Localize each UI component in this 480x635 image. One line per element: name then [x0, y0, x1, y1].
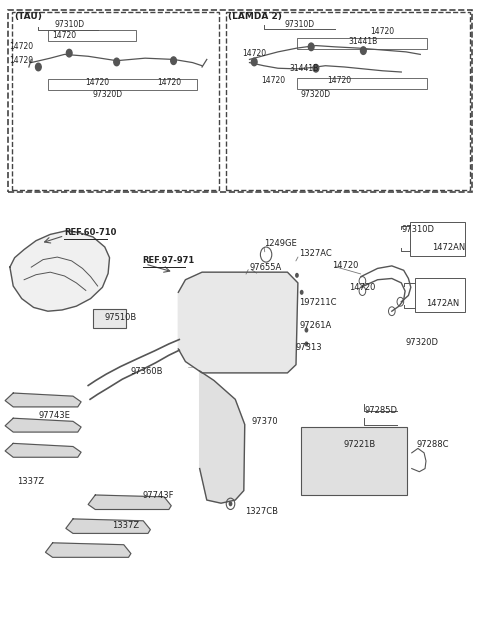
Text: 97310D: 97310D	[401, 225, 434, 234]
Circle shape	[304, 342, 308, 347]
Bar	[48, 30, 136, 41]
Text: 1327AC: 1327AC	[300, 249, 332, 258]
Text: 31441B: 31441B	[289, 64, 319, 73]
Circle shape	[295, 273, 299, 278]
Text: (TAU): (TAU)	[14, 11, 43, 20]
Text: 1249GE: 1249GE	[264, 239, 297, 248]
Text: 97743F: 97743F	[143, 490, 174, 500]
Text: (LAMDA 2): (LAMDA 2)	[228, 11, 282, 20]
Circle shape	[304, 328, 308, 333]
Polygon shape	[179, 272, 298, 373]
Polygon shape	[88, 495, 171, 509]
Text: 97655A: 97655A	[250, 263, 282, 272]
Polygon shape	[5, 393, 81, 407]
Text: 97288C: 97288C	[417, 440, 449, 449]
Polygon shape	[66, 519, 150, 533]
Text: 97261A: 97261A	[300, 321, 332, 330]
Text: 14720: 14720	[370, 27, 395, 36]
Text: 197211C: 197211C	[300, 298, 337, 307]
Text: 1472AN: 1472AN	[432, 243, 466, 251]
Text: 14720: 14720	[10, 56, 34, 65]
Text: 97320D: 97320D	[92, 90, 122, 98]
Text: 14720: 14720	[261, 76, 285, 85]
Bar	[48, 79, 197, 90]
Text: 14720: 14720	[327, 76, 352, 85]
Circle shape	[114, 58, 120, 65]
Polygon shape	[200, 371, 245, 503]
Circle shape	[252, 58, 257, 65]
Bar	[410, 222, 466, 256]
Bar	[301, 427, 408, 495]
Circle shape	[66, 50, 72, 57]
Text: 14720: 14720	[333, 262, 359, 271]
Circle shape	[360, 47, 366, 55]
Text: 31441B: 31441B	[349, 37, 378, 46]
Text: REF.97-971: REF.97-971	[143, 257, 195, 265]
Text: 14720: 14720	[157, 77, 181, 86]
Bar	[12, 12, 219, 190]
Text: 1327CB: 1327CB	[245, 507, 278, 516]
Circle shape	[300, 290, 303, 295]
Text: 97320D: 97320D	[301, 90, 331, 99]
Bar	[226, 12, 470, 190]
Polygon shape	[10, 231, 109, 311]
Text: 97310D: 97310D	[54, 20, 84, 29]
Circle shape	[171, 57, 177, 65]
Circle shape	[313, 65, 319, 72]
Polygon shape	[46, 543, 131, 558]
Text: 14720: 14720	[85, 77, 110, 86]
Bar	[8, 10, 472, 192]
Text: 97313: 97313	[296, 343, 323, 352]
Text: 97743E: 97743E	[38, 411, 70, 420]
Text: REF.60-710: REF.60-710	[64, 228, 117, 237]
Text: 14720: 14720	[242, 49, 266, 58]
Bar	[297, 78, 427, 89]
Bar	[297, 38, 427, 49]
Text: 1337Z: 1337Z	[17, 477, 44, 486]
Polygon shape	[5, 443, 81, 457]
Circle shape	[36, 64, 41, 70]
Polygon shape	[5, 418, 81, 432]
Text: 14720: 14720	[52, 31, 76, 40]
Text: 97285D: 97285D	[364, 406, 397, 415]
Bar	[93, 309, 126, 328]
Text: 97221B: 97221B	[343, 440, 376, 449]
Text: 1337Z: 1337Z	[112, 521, 139, 530]
Text: 97370: 97370	[252, 417, 278, 426]
Bar	[415, 279, 466, 312]
Text: 1472AN: 1472AN	[426, 299, 460, 308]
Circle shape	[228, 501, 232, 506]
Text: 97310D: 97310D	[284, 20, 314, 29]
Circle shape	[308, 43, 314, 51]
Text: 97510B: 97510B	[105, 313, 137, 322]
Text: 14720: 14720	[349, 283, 375, 292]
Text: 97320D: 97320D	[405, 338, 438, 347]
Text: 97360B: 97360B	[131, 366, 163, 375]
Text: 14720: 14720	[10, 43, 34, 51]
